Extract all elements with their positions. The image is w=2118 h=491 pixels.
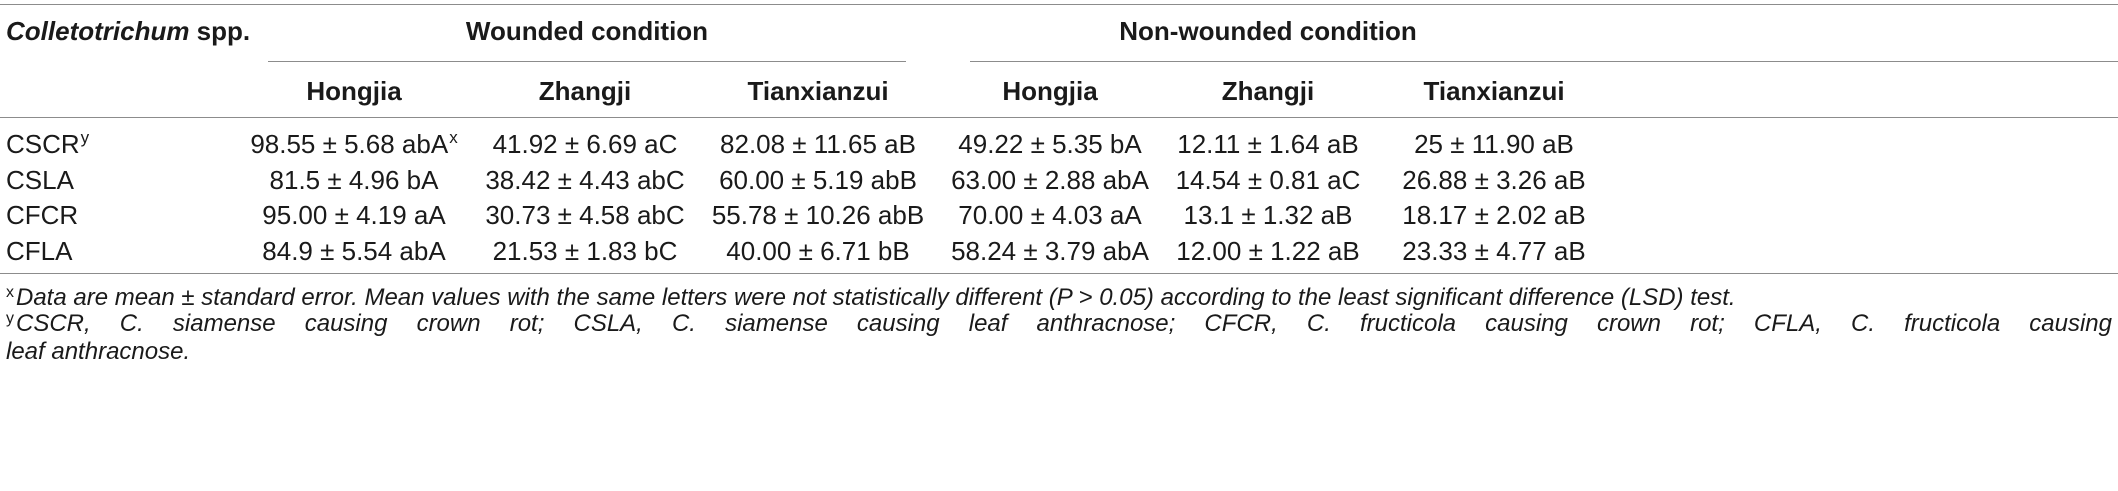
wounded-condition-header: Wounded condition <box>465 16 709 46</box>
table-cell: 21.53 ± 1.83 bC <box>492 236 678 266</box>
footnote-x: xData are mean ± standard error. Mean va… <box>6 283 1736 316</box>
table-cell: 13.1 ± 1.32 aB <box>1183 200 1353 230</box>
table-cell: 60.00 ± 5.19 abB <box>719 165 917 195</box>
table-cell: 98.55 ± 5.68 abAx <box>250 128 458 163</box>
table-cell: 14.54 ± 0.81 aC <box>1175 165 1361 195</box>
row-label-csla: CSLA <box>6 165 74 195</box>
row-label-superscript: y <box>80 128 90 147</box>
row-label-text: CSCR <box>6 129 80 159</box>
table-cell: 55.78 ± 10.26 abB <box>711 200 925 230</box>
column-header-tianxianzui-nonwounded: Tianxianzui <box>1423 76 1565 106</box>
table-cell: 58.24 ± 3.79 abA <box>951 236 1149 266</box>
table-cell: 12.00 ± 1.22 aB <box>1176 236 1360 266</box>
table-bottom-rule <box>0 273 2118 274</box>
column-header-zhangji-wounded: Zhangji <box>538 76 632 106</box>
table-cell: 95.00 ± 4.19 aA <box>262 200 446 230</box>
species-genus-label: Colletotrichum <box>6 16 190 46</box>
table-cell: 63.00 ± 2.88 abA <box>951 165 1149 195</box>
table-cell: 81.5 ± 4.96 bA <box>269 165 439 195</box>
footnote-y-line1: yCSCR, C. siamense causing crown rot; CS… <box>6 309 2112 342</box>
column-header-zhangji-nonwounded: Zhangji <box>1221 76 1315 106</box>
table-cell: 82.08 ± 11.65 aB <box>720 129 916 159</box>
footnote-x-text: Data are mean ± standard error. Mean val… <box>16 284 1736 311</box>
row-label-cscr: CSCRy <box>6 128 90 163</box>
table-cell: 30.73 ± 4.58 abC <box>485 200 685 230</box>
footnote-y-marker: y <box>6 310 14 327</box>
table-cell: 25 ± 11.90 aB <box>1414 129 1574 159</box>
table-top-rule <box>0 4 2118 5</box>
table-cell: 18.17 ± 2.02 aB <box>1402 200 1586 230</box>
species-spp-label: spp. <box>189 16 251 46</box>
table-cell: 84.9 ± 5.54 abA <box>262 236 446 266</box>
footnote-y-line2: leaf anthracnose. <box>6 338 191 365</box>
table-cell: 40.00 ± 6.71 bB <box>726 236 910 266</box>
cell-value: 98.55 ± 5.68 abA <box>250 129 449 159</box>
column-header-hongjia-wounded: Hongjia <box>306 76 402 106</box>
column-header-tianxianzui-wounded: Tianxianzui <box>747 76 889 106</box>
species-column-header: Colletotrichum spp. <box>6 16 250 46</box>
wounded-group-rule <box>268 61 906 62</box>
nonwounded-group-rule <box>970 61 2118 62</box>
table-cell: 38.42 ± 4.43 abC <box>485 165 685 195</box>
table-cell: 41.92 ± 6.69 aC <box>492 129 678 159</box>
table-cell: 49.22 ± 5.35 bA <box>958 129 1142 159</box>
cell-superscript: x <box>449 128 458 147</box>
row-label-cfla: CFLA <box>6 236 73 266</box>
row-label-cfcr: CFCR <box>6 200 79 230</box>
table-cell: 26.88 ± 3.26 aB <box>1402 165 1586 195</box>
table-cell: 70.00 ± 4.03 aA <box>958 200 1142 230</box>
table-cell: 23.33 ± 4.77 aB <box>1402 236 1586 266</box>
column-header-hongjia-nonwounded: Hongjia <box>1002 76 1098 106</box>
footnote-x-marker: x <box>6 284 14 301</box>
footnote-y-text: CSCR, C. siamense causing crown rot; CSL… <box>16 310 2112 337</box>
table-cell: 12.11 ± 1.64 aB <box>1177 129 1359 159</box>
header-bottom-rule <box>0 117 2118 118</box>
nonwounded-condition-header: Non-wounded condition <box>1119 16 1417 46</box>
